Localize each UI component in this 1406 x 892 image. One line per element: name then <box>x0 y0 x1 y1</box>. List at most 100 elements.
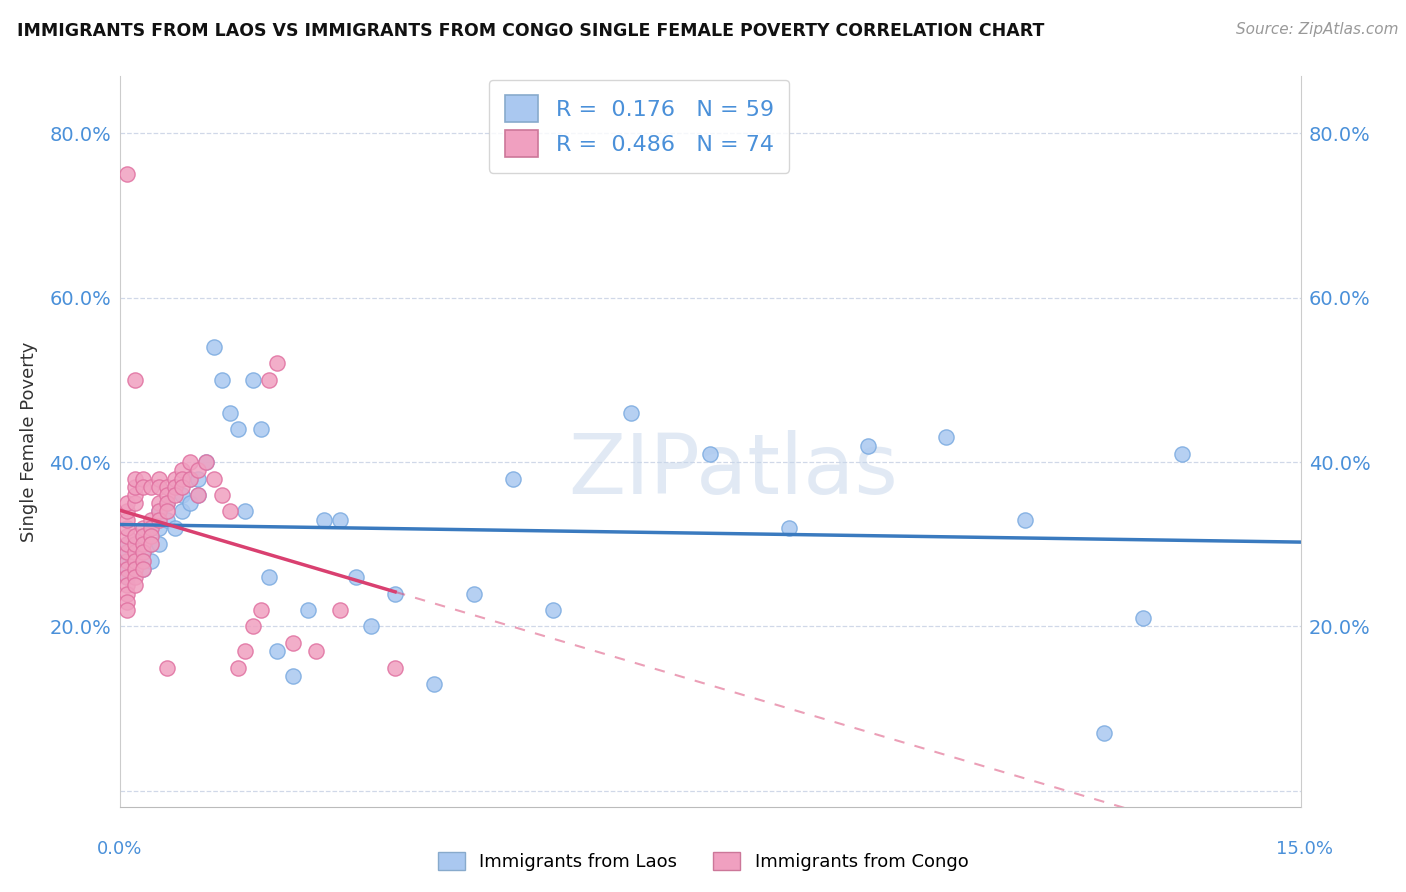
Point <box>124 529 146 543</box>
Point <box>163 471 186 485</box>
Point <box>163 480 186 494</box>
Point <box>124 480 146 494</box>
Point <box>117 586 139 600</box>
Point <box>148 521 170 535</box>
Text: Source: ZipAtlas.com: Source: ZipAtlas.com <box>1236 22 1399 37</box>
Point <box>1092 726 1115 740</box>
Point <box>242 619 264 633</box>
Point <box>360 619 382 633</box>
Point <box>195 455 218 469</box>
Point <box>179 471 201 485</box>
Point <box>139 554 162 568</box>
Point <box>117 504 139 518</box>
Point <box>266 644 288 658</box>
Point <box>124 578 146 592</box>
Point <box>117 595 139 609</box>
Point <box>502 471 524 485</box>
Point <box>314 513 336 527</box>
Point <box>148 513 170 527</box>
Point <box>1132 611 1154 625</box>
Text: 0.0%: 0.0% <box>97 840 142 858</box>
Point <box>124 373 146 387</box>
Point <box>257 570 280 584</box>
Point <box>148 496 170 510</box>
Point <box>172 471 194 485</box>
Point <box>139 513 162 527</box>
Point <box>139 529 162 543</box>
Point <box>226 660 249 674</box>
Point <box>156 480 179 494</box>
Point <box>139 480 162 494</box>
Point <box>156 496 179 510</box>
Point <box>250 603 273 617</box>
Point <box>257 373 280 387</box>
Point <box>117 562 139 576</box>
Text: IMMIGRANTS FROM LAOS VS IMMIGRANTS FROM CONGO SINGLE FEMALE POVERTY CORRELATION : IMMIGRANTS FROM LAOS VS IMMIGRANTS FROM … <box>17 22 1045 40</box>
Point <box>124 554 146 568</box>
Point <box>329 513 352 527</box>
Point <box>202 471 225 485</box>
Point <box>117 496 139 510</box>
Point <box>187 471 209 485</box>
Point <box>156 513 179 527</box>
Point <box>117 554 139 568</box>
Point <box>163 488 186 502</box>
Point <box>124 537 146 551</box>
Point <box>156 488 179 502</box>
Point <box>1014 513 1036 527</box>
Point <box>132 529 155 543</box>
Point <box>172 463 194 477</box>
Point <box>297 603 319 617</box>
Point <box>124 545 146 559</box>
Point <box>156 496 179 510</box>
Point <box>384 660 406 674</box>
Point <box>117 554 139 568</box>
Point <box>117 603 139 617</box>
Point <box>218 504 240 518</box>
Point <box>195 455 218 469</box>
Point <box>148 504 170 518</box>
Point <box>117 562 139 576</box>
Point <box>117 545 139 559</box>
Point <box>117 570 139 584</box>
Point <box>187 488 209 502</box>
Point <box>132 554 155 568</box>
Point <box>124 554 146 568</box>
Point <box>156 504 179 518</box>
Point <box>235 504 257 518</box>
Point <box>344 570 367 584</box>
Point <box>124 562 146 576</box>
Point <box>179 455 201 469</box>
Point <box>132 554 155 568</box>
Point <box>139 521 162 535</box>
Point <box>211 373 233 387</box>
Point <box>305 644 328 658</box>
Point <box>1171 447 1194 461</box>
Text: ZIPatlas: ZIPatlas <box>568 430 898 511</box>
Point <box>281 636 304 650</box>
Point <box>139 537 162 551</box>
Point <box>139 521 162 535</box>
Point <box>856 439 879 453</box>
Point <box>172 480 194 494</box>
Point <box>117 513 139 527</box>
Legend: R =  0.176   N = 59, R =  0.486   N = 74: R = 0.176 N = 59, R = 0.486 N = 74 <box>489 79 789 173</box>
Point <box>242 373 264 387</box>
Point <box>117 537 139 551</box>
Point <box>148 471 170 485</box>
Point <box>148 504 170 518</box>
Point <box>218 406 240 420</box>
Point <box>423 677 446 691</box>
Point <box>132 562 155 576</box>
Point <box>699 447 721 461</box>
Point <box>281 669 304 683</box>
Point <box>124 570 146 584</box>
Point <box>117 521 139 535</box>
Point <box>156 660 179 674</box>
Point <box>124 545 146 559</box>
Point <box>124 488 146 502</box>
Point <box>187 463 209 477</box>
Point <box>172 488 194 502</box>
Point <box>132 521 155 535</box>
Point <box>226 422 249 436</box>
